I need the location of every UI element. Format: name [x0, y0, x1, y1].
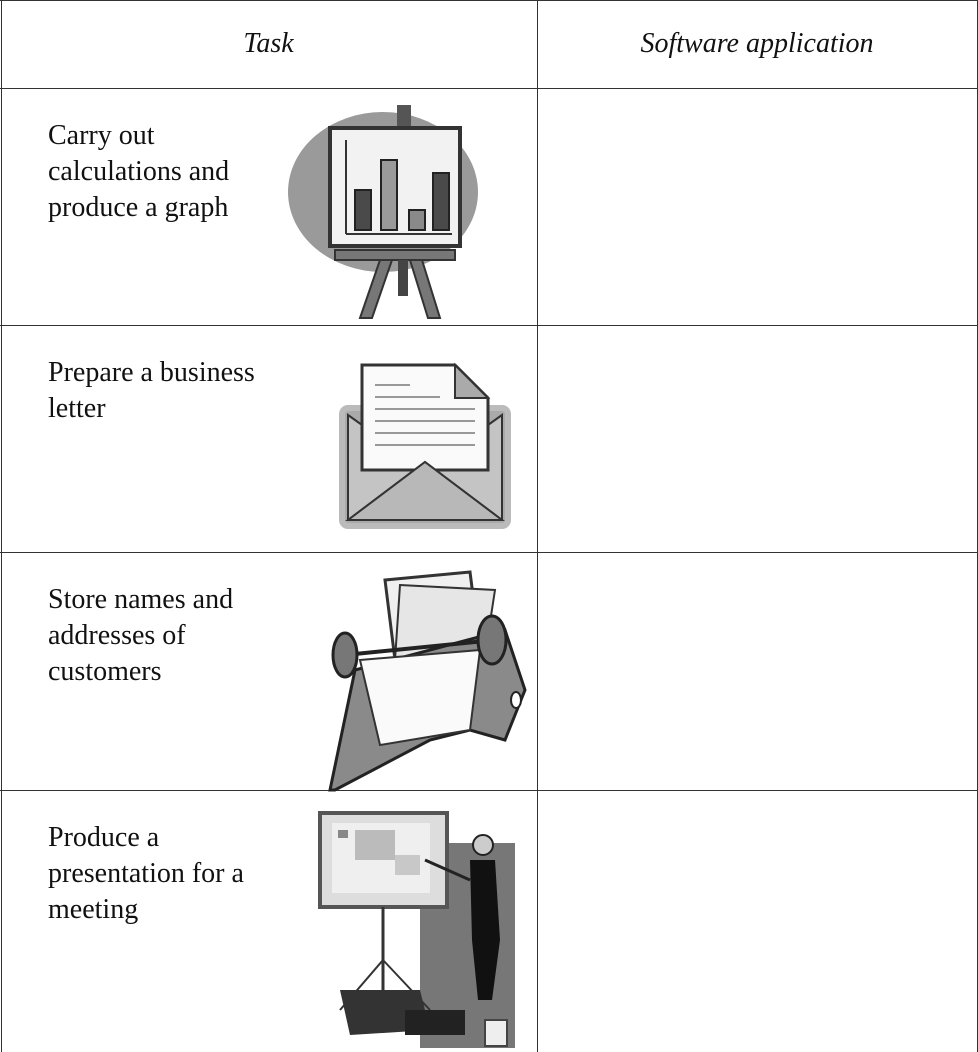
task-text: Produce a — [48, 822, 160, 853]
task-text: Carry out — [48, 120, 155, 151]
task-text: produce a graph — [48, 192, 229, 223]
row-border — [0, 325, 978, 326]
column-header: Task — [243, 28, 294, 59]
task-text: calculations and — [48, 156, 230, 187]
chart-icon — [288, 105, 478, 319]
row-border — [0, 790, 978, 791]
column-header: Software application — [640, 28, 874, 59]
column-border — [537, 0, 538, 1052]
table-border — [1, 0, 2, 1052]
task-text: customers — [48, 656, 162, 687]
task-text: Prepare a business — [48, 357, 255, 388]
rolodex-icon — [328, 570, 527, 792]
task-text: presentation for a — [48, 858, 244, 889]
letter-icon — [339, 362, 511, 529]
table-border — [0, 0, 978, 1]
task-text: addresses of — [48, 620, 186, 651]
task-text: Store names and — [48, 584, 234, 615]
task-cell: Store names and addresses of customers — [48, 582, 233, 690]
presentation-icon — [318, 811, 515, 1048]
task-cell: Prepare a business letter — [48, 355, 255, 427]
row-border — [0, 552, 978, 553]
task-cell: Produce a presentation for a meeting — [48, 820, 244, 928]
task-text: meeting — [48, 894, 139, 925]
task-cell: Carry out calculations and produce a graph — [48, 118, 229, 226]
row-border — [0, 88, 978, 89]
task-text: letter — [48, 393, 106, 424]
